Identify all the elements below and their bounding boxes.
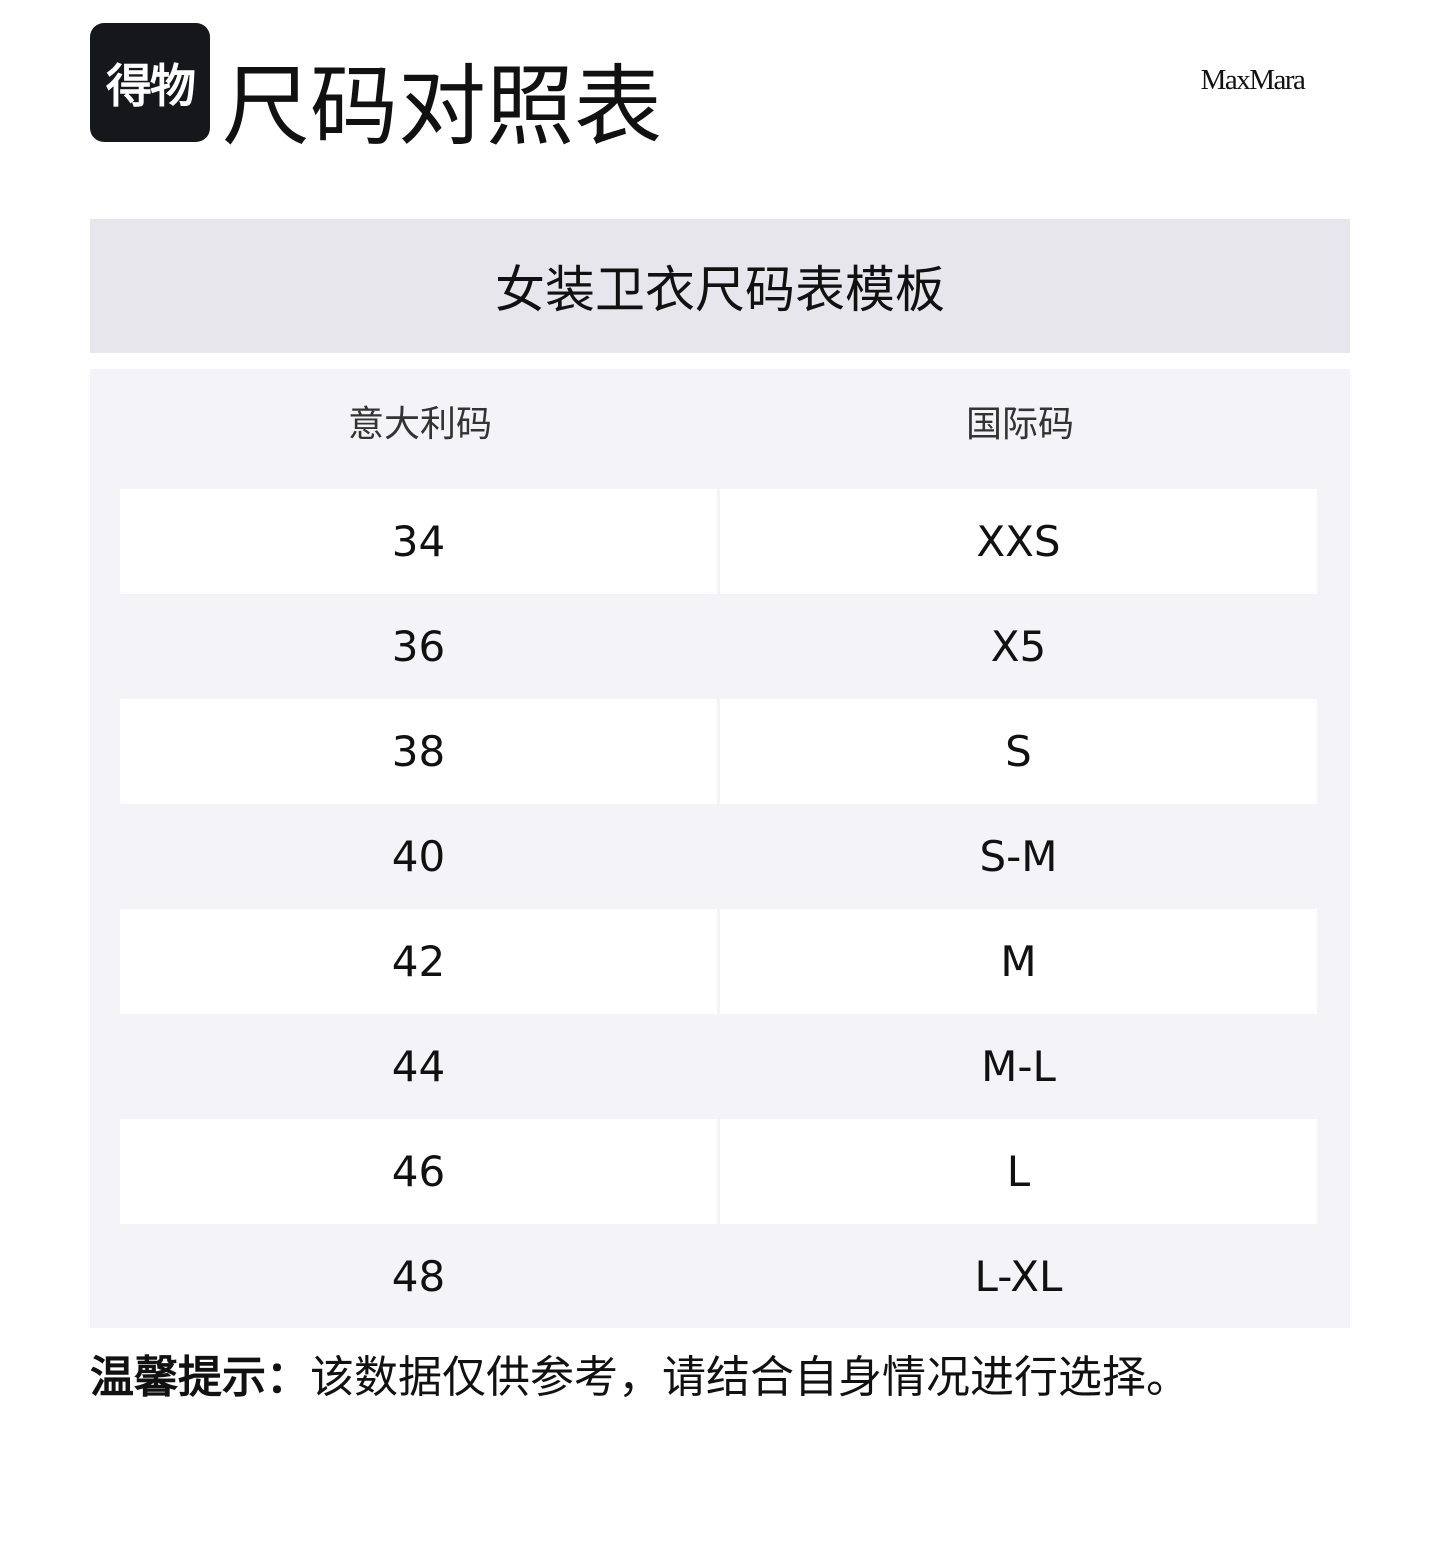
italian-size-cell: 38	[120, 699, 717, 804]
international-size-cell: X5	[990, 622, 1047, 671]
footer-label: 温馨提示：	[90, 1352, 310, 1403]
international-size-cell: M-L	[981, 1042, 1056, 1091]
size-table: 意大利码 国际码 34 XXS 36 X5 38 S 40 S-M 42 M 44 M-L 46 L 48 L…	[90, 369, 1350, 1328]
table-title: 女装卫衣尺码表模板	[90, 219, 1350, 353]
international-size-cell: M	[720, 909, 1317, 1014]
international-size-cell: S-M	[979, 832, 1058, 881]
international-size-cell: L-XL	[974, 1252, 1063, 1301]
international-size-cell: XXS	[720, 489, 1317, 594]
footer-note: 温馨提示：该数据仅供参考，请结合自身情况进行选择。	[90, 1348, 1190, 1408]
international-size-cell: S	[720, 699, 1317, 804]
table-row: 34 XXS	[120, 489, 1317, 594]
table-row: 46 L	[120, 1119, 1317, 1224]
table-row: 44 M-L	[120, 1014, 1317, 1119]
international-size-cell: L	[720, 1119, 1317, 1224]
italian-size-cell: 48	[391, 1252, 446, 1301]
column-header-italian: 意大利码	[347, 404, 492, 445]
italian-size-cell: 42	[120, 909, 717, 1014]
italian-size-cell: 40	[391, 832, 446, 881]
italian-size-cell: 46	[120, 1119, 717, 1224]
table-row: 42 M	[120, 909, 1317, 1014]
column-header-international: 国际码	[965, 404, 1074, 445]
table-row: 38 S	[120, 699, 1317, 804]
page-title: 尺码对照表	[222, 55, 663, 158]
dewu-logo: 得物	[90, 23, 210, 142]
italian-size-cell: 34	[120, 489, 717, 594]
table-row: 40 S-M	[120, 804, 1317, 909]
table-row: 36 X5	[120, 594, 1317, 699]
italian-size-cell: 36	[391, 622, 446, 671]
table-row: 48 L-XL	[120, 1224, 1317, 1329]
italian-size-cell: 44	[391, 1042, 446, 1091]
footer-text: 该数据仅供参考，请结合自身情况进行选择。	[310, 1352, 1190, 1403]
brand-logo: MaxMara	[1200, 64, 1306, 96]
